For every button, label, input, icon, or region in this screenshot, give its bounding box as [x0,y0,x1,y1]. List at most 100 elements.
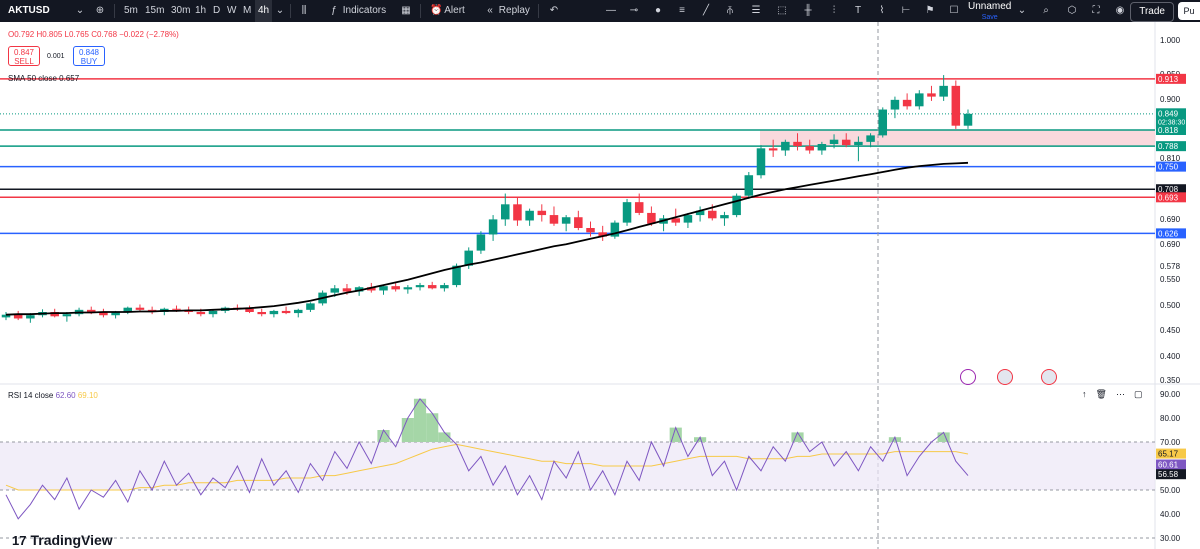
symbol-menu-icon[interactable]: ⌄ [75,5,85,16]
alert-button[interactable]: ⏰ Alert [430,0,465,22]
indicators-label: Indicators [342,5,387,16]
us-flag-event-icon[interactable] [1041,369,1057,385]
bars-icon[interactable]: ⫶ [832,5,836,16]
price-axis-label: 0.350 [1160,376,1181,385]
position-icon[interactable]: ╫ [804,5,812,16]
rsi-axis-label: 90.00 [1160,390,1181,399]
candle-body [513,204,522,221]
rsi-value: 62.60 [55,391,76,400]
replay-button[interactable]: « Replay [484,0,530,22]
timeframe-4h[interactable]: 4h [255,0,273,22]
candle-body [464,250,473,266]
rectangle-icon[interactable]: ⬚ [777,5,787,16]
layout-menu-icon[interactable]: ⌄ [1017,5,1027,16]
cursor-icon[interactable]: — [606,5,616,16]
rsi-legend[interactable]: RSI 14 close 62.60 69.10 [8,391,98,400]
fib-icon[interactable]: ☰ [751,5,761,16]
candle-body [768,148,778,151]
candle-body [135,307,145,310]
dot-icon[interactable]: ● [654,5,662,16]
candle-body [854,141,863,146]
price-tag-label: 0.849 [1158,109,1179,118]
checkbox-icon[interactable]: ☐ [949,5,959,16]
ohlc-legend: O0.792 H0.805 L0.765 C0.768 −0.022 (−2.7… [8,30,179,39]
flag-icon[interactable]: ⚑ [925,5,935,16]
price-axis-label: 0.400 [1160,352,1181,361]
price-tag [1156,125,1186,135]
undo-icon[interactable]: ↶ [549,5,559,16]
price-axis-label: 0.578 [1160,262,1181,271]
rsi-tag [1156,459,1186,470]
lightning-event-icon[interactable] [960,369,976,385]
sell-price: 0.847 [13,48,35,57]
camera-icon[interactable]: ◉ [1115,5,1125,16]
price-tag-label: 0.913 [1158,75,1179,84]
candle-body [50,312,59,317]
sell-button[interactable]: 0.847 SELL [8,46,40,66]
timeframe-1h[interactable]: 1h [195,5,207,16]
timeframe-menu-icon[interactable]: ⌄ [275,5,285,16]
candle-body [403,287,413,290]
indicators-button[interactable]: ƒ Indicators [328,0,386,22]
price-axis-label: 0.900 [1160,95,1181,104]
timeframe-w[interactable]: W [227,5,237,16]
candle-body [196,312,206,315]
more-icon[interactable]: ⋯ [1115,389,1125,399]
delete-icon[interactable]: 🗑 [1095,389,1107,399]
publish-button[interactable]: Pu [1178,2,1200,20]
candle-body [695,210,705,216]
candle-body [805,146,814,151]
tradingview-logo-icon: 17 [12,533,27,548]
maximize-icon[interactable]: ▢ [1133,389,1143,399]
pattern-icon[interactable]: ⌇ [879,5,885,16]
timeframe-5m[interactable]: 5m [124,5,138,16]
sma-legend[interactable]: SMA 50 close 0.657 [8,74,79,83]
buy-button[interactable]: 0.848 BUY [73,46,105,66]
candle-body [744,175,754,196]
timeframe-30m[interactable]: 30m [171,5,191,16]
rsi-tag-label: 60.61 [1158,461,1179,470]
line-tool-icon[interactable]: ⊸ [629,5,639,16]
measure-icon[interactable]: ⊢ [901,5,911,16]
templates-icon[interactable]: ▦ [401,5,411,16]
rsi-tag [1156,448,1186,459]
layout-status: Save [981,14,998,21]
settings-icon[interactable]: ⬡ [1067,5,1077,16]
candle-body [501,204,510,220]
search-icon[interactable]: ⌕ [1043,5,1049,16]
candle-body [951,85,961,126]
text-icon[interactable]: T [854,5,862,16]
candle-body [123,307,133,312]
price-tag [1156,192,1186,203]
candle-body [488,219,498,235]
candle-body [111,312,120,316]
timeframe-d[interactable]: D [213,5,221,16]
trend-lines-icon[interactable]: ≡ [679,5,685,16]
timeframe-15m[interactable]: 15m [145,5,165,16]
move-up-icon[interactable]: ↑ [1082,389,1087,399]
rsi-band [0,442,1155,490]
pitchfork-icon[interactable]: ⫚ [727,5,733,16]
candles-icon[interactable]: ⫼ [301,5,307,16]
rsi-axis-label: 70.00 [1160,438,1181,447]
candle-body [598,232,607,237]
fullscreen-icon[interactable]: ⛶ [1092,5,1100,16]
add-symbol-icon[interactable]: ⊕ [95,5,105,16]
rsi-ma-line [5,443,969,491]
timeframe-m[interactable]: M [243,5,252,16]
candle-body [13,314,23,319]
rsi-pane-tools: ↑ 🗑 ⋯ ▢ [1082,389,1151,400]
us-flag-event-icon[interactable] [997,369,1013,385]
candle-body [208,310,218,315]
ohlc-open: O0.792 [8,30,35,39]
brush-icon[interactable]: ╱ [702,5,710,16]
rsi-axis-label: 50.00 [1160,486,1181,495]
rsi-axis-label: 80.00 [1160,414,1181,423]
alert-label: Alert [444,5,465,16]
symbol-search[interactable]: AKTUSD [8,5,50,16]
candle-body [306,303,315,310]
sell-label: SELL [14,57,34,66]
layout-name[interactable]: Unnamed Save [968,1,1011,23]
trade-button[interactable]: Trade [1130,2,1174,22]
price-chart[interactable]: 1.0000.9500.9000.8490.8100.6900.6900.690… [0,22,1200,549]
